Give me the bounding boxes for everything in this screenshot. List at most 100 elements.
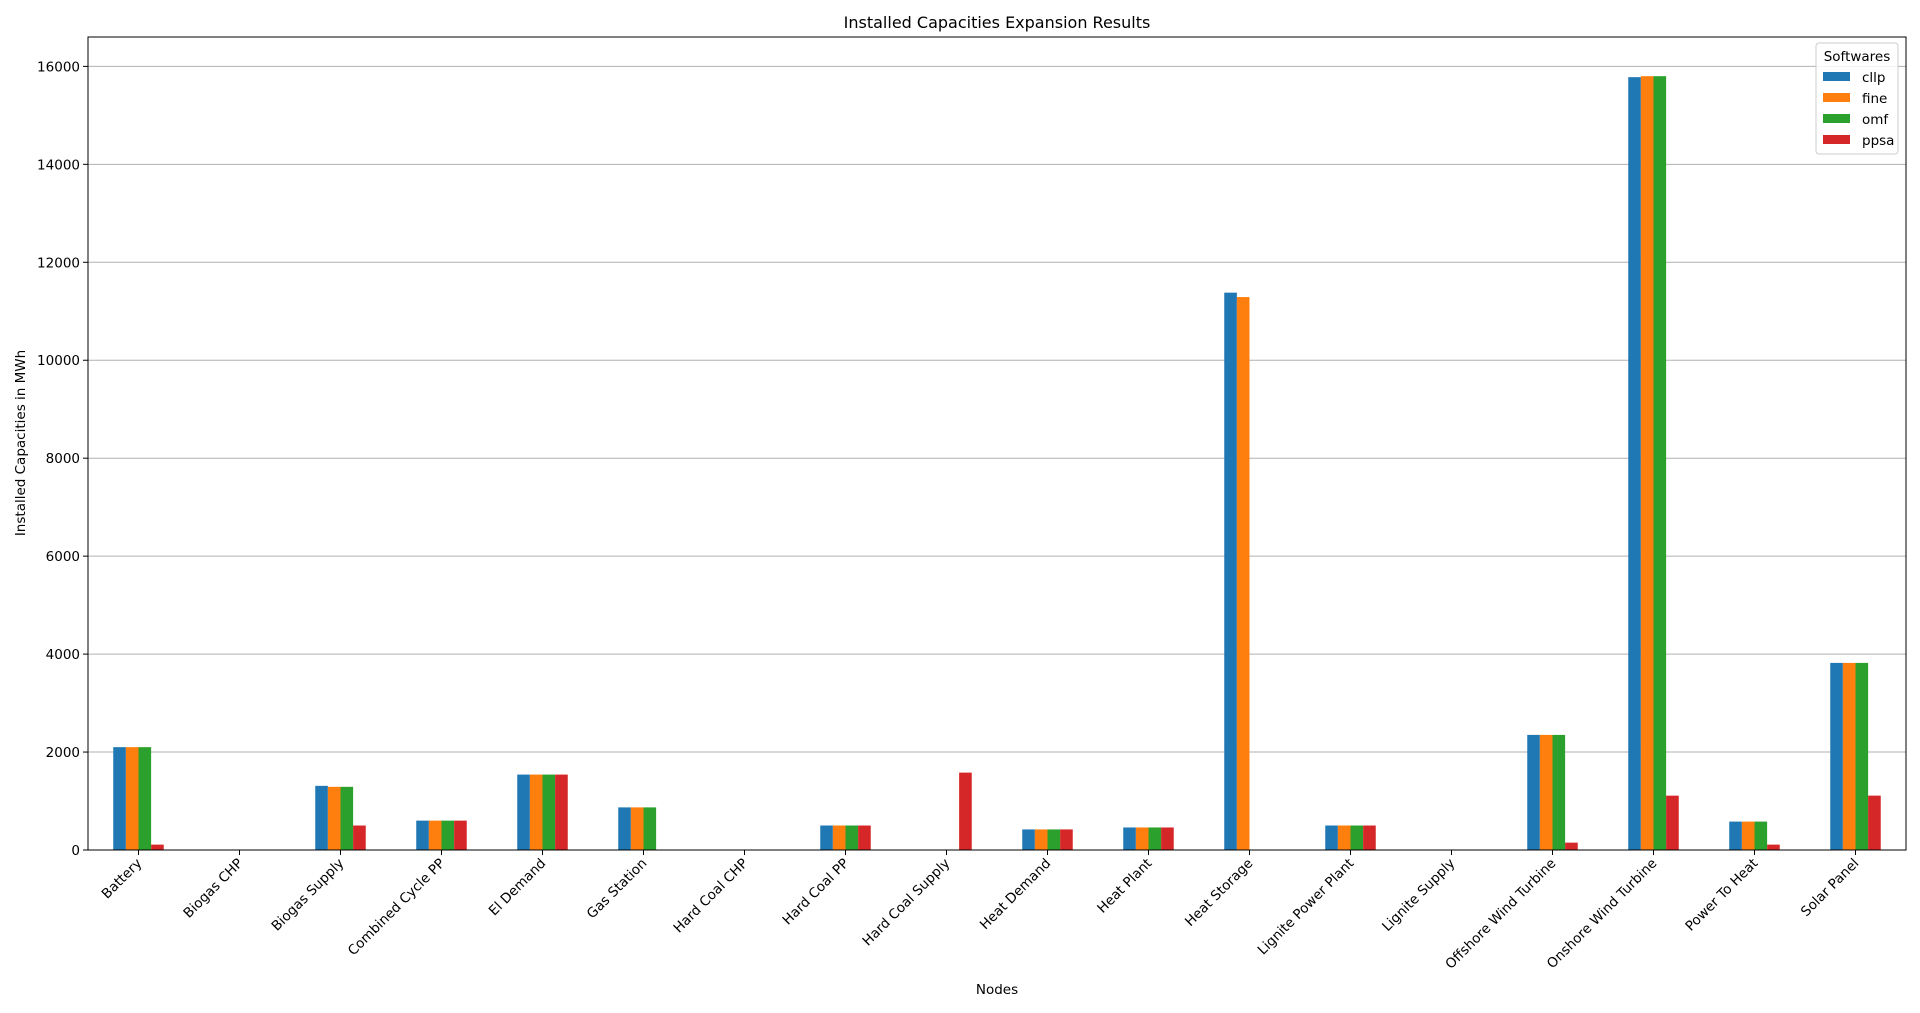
x-tick-label: Gas Station — [584, 856, 651, 923]
x-tick-label: Solar Panel — [1798, 856, 1862, 920]
bar-ppsa — [1767, 844, 1780, 850]
y-axis-label: Installed Capacities in MWh — [13, 350, 29, 536]
bar-fine — [1741, 821, 1755, 850]
x-tick-label: Lignite Supply — [1379, 856, 1458, 935]
bar-cllp — [820, 825, 833, 850]
x-tick-label: Battery — [99, 856, 146, 903]
bar-omf — [1148, 827, 1162, 850]
x-tick-label: Hard Coal CHP — [670, 856, 751, 937]
bar-fine — [1135, 827, 1149, 850]
bar-fine — [1236, 297, 1250, 851]
bar-fine — [630, 807, 644, 850]
bar-ppsa — [555, 774, 568, 850]
plot-frame — [87, 36, 1907, 851]
bar-cllp — [1325, 825, 1338, 850]
x-tick-label: Onshore Wind Turbine — [1544, 856, 1660, 972]
legend-label-ppsa: ppsa — [1862, 133, 1894, 149]
legend: Softwares cllp fine omf ppsa — [1815, 42, 1899, 155]
x-axis-label: Nodes — [976, 982, 1018, 998]
y-tick-label: 4000 — [46, 647, 80, 663]
bar-ppsa — [959, 772, 972, 850]
bar-omf — [1754, 821, 1768, 850]
x-tick-label: Combined Cycle PP — [345, 856, 448, 959]
bar-fine — [428, 820, 442, 850]
legend-label-fine: fine — [1862, 91, 1887, 107]
bar-ppsa — [1363, 825, 1376, 850]
bar-omf — [1350, 825, 1364, 850]
legend-swatch-fine — [1823, 93, 1850, 102]
bar-cllp — [315, 785, 328, 850]
bar-omf — [340, 786, 354, 850]
bar-cllp — [1224, 292, 1237, 851]
bar-fine — [529, 774, 543, 850]
bar-ppsa — [1565, 842, 1578, 850]
plot-area — [88, 37, 1906, 850]
legend-items: cllp fine omf ppsa — [1823, 70, 1894, 149]
x-tick-label: Offshore Wind Turbine — [1442, 856, 1559, 973]
bar-cllp — [1527, 734, 1540, 850]
y-tick-label: 8000 — [46, 451, 80, 467]
x-tick-label: El Demand — [486, 856, 550, 920]
bar-fine — [1640, 76, 1654, 850]
x-tick-label: Lignite Power Plant — [1255, 856, 1358, 959]
bar-omf — [542, 774, 556, 850]
legend-label-omf: omf — [1862, 112, 1889, 128]
y-tick-label: 16000 — [37, 59, 80, 75]
bar-cllp — [1022, 829, 1035, 850]
y-axis-ticks: 0 2000 4000 6000 8000 10000 12000 14000 16000 — [37, 59, 88, 859]
x-tick-label: Heat Demand — [977, 856, 1054, 933]
bar-ppsa — [353, 825, 366, 850]
chart-title: Installed Capacities Expansion Results — [844, 13, 1151, 32]
x-tick-label: Power To Heat — [1682, 856, 1761, 935]
bar-cllp — [517, 774, 530, 850]
bar-fine — [125, 747, 139, 850]
x-tick-label: Heat Plant — [1094, 856, 1155, 917]
x-tick-label: Biogas CHP — [180, 856, 246, 922]
bar-ppsa — [454, 820, 467, 850]
y-tick-label: 10000 — [37, 353, 80, 369]
bar-cllp — [1830, 662, 1843, 850]
y-tick-label: 12000 — [37, 255, 80, 271]
bar-omf — [845, 825, 859, 850]
bar-ppsa — [1161, 827, 1174, 850]
bar-cllp — [416, 820, 429, 850]
legend-swatch-omf — [1823, 114, 1850, 123]
bar-omf — [441, 820, 455, 850]
bar-ppsa — [1666, 795, 1679, 850]
x-tick-label: Heat Storage — [1182, 856, 1256, 930]
bar-ppsa — [151, 844, 164, 850]
bar-ppsa — [1060, 829, 1073, 850]
x-tick-label: Hard Coal PP — [780, 856, 853, 929]
legend-box — [1815, 42, 1899, 155]
bar-cllp — [1729, 821, 1742, 850]
legend-title: Softwares — [1824, 49, 1891, 65]
bar-ppsa — [1868, 795, 1881, 850]
axes — [87, 36, 1907, 851]
bar-fine — [1337, 825, 1351, 850]
bar-omf — [1552, 734, 1566, 850]
bar-fine — [1034, 829, 1048, 850]
bar-omf — [643, 807, 657, 850]
y-tick-label: 14000 — [37, 157, 80, 173]
bar-ppsa — [858, 825, 871, 850]
y-tick-label: 6000 — [46, 549, 80, 565]
x-tick-label: Biogas Supply — [269, 856, 348, 935]
legend-swatch-cllp — [1823, 72, 1850, 81]
bar-fine — [1842, 662, 1856, 850]
bar-fine — [832, 825, 846, 850]
y-tick-label: 0 — [71, 843, 80, 859]
x-tick-label: Hard Coal Supply — [860, 856, 954, 950]
bar-cllp — [618, 807, 631, 850]
bar-omf — [1855, 662, 1869, 850]
legend-label-cllp: cllp — [1862, 70, 1886, 86]
bar-fine — [1539, 734, 1553, 850]
y-tick-label: 2000 — [46, 745, 80, 761]
legend-swatch-ppsa — [1823, 135, 1850, 144]
bar-cllp — [1628, 77, 1641, 851]
bar-omf — [1047, 829, 1061, 850]
bar-fine — [327, 786, 341, 850]
bar-omf — [1653, 76, 1667, 850]
bar-omf — [138, 747, 152, 850]
